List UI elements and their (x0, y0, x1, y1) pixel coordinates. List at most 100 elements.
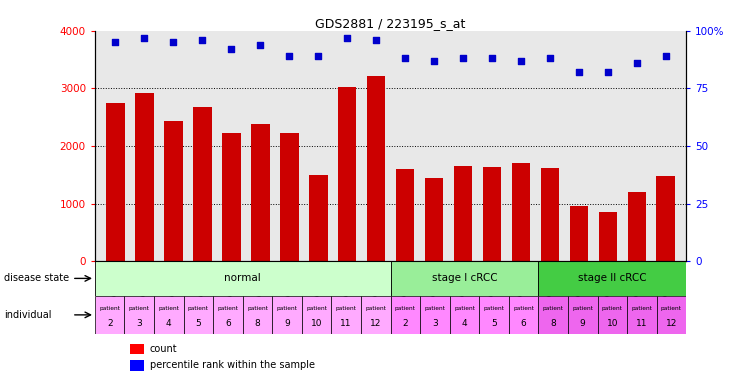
Text: patient: patient (277, 306, 298, 311)
Bar (95, 261, 391, 296)
Bar (483, 167, 502, 261)
Text: disease state: disease state (4, 273, 69, 283)
Bar (338, 86, 356, 261)
Bar (222, 132, 241, 261)
Bar (131, 344, 144, 354)
Bar (391, 296, 420, 334)
Text: patient: patient (513, 306, 534, 311)
Bar (540, 168, 559, 261)
Point (283, 53, 295, 59)
Text: 11: 11 (636, 319, 648, 328)
Text: patient: patient (336, 306, 357, 311)
Bar (569, 207, 588, 261)
Point (515, 58, 527, 64)
Text: 6: 6 (520, 319, 526, 328)
Point (486, 55, 498, 61)
Text: stage II cRCC: stage II cRCC (578, 273, 647, 283)
Bar (450, 296, 479, 334)
Bar (154, 296, 184, 334)
Text: patient: patient (454, 306, 475, 311)
Point (110, 39, 121, 45)
Text: patient: patient (572, 306, 593, 311)
Text: 2: 2 (402, 319, 408, 328)
Text: patient: patient (602, 306, 623, 311)
Text: 2: 2 (107, 319, 112, 328)
Point (399, 55, 411, 61)
Text: 12: 12 (666, 319, 677, 328)
Bar (184, 296, 213, 334)
Point (226, 46, 237, 52)
Bar (124, 296, 154, 334)
Text: 8: 8 (550, 319, 556, 328)
Bar (391, 261, 539, 296)
Text: patient: patient (424, 306, 445, 311)
Text: patient: patient (365, 306, 386, 311)
Bar (280, 133, 299, 261)
Point (573, 69, 585, 75)
Bar (509, 296, 539, 334)
Bar (479, 296, 509, 334)
Bar (656, 177, 675, 261)
Point (312, 53, 324, 59)
Text: 6: 6 (225, 319, 231, 328)
Title: GDS2881 / 223195_s_at: GDS2881 / 223195_s_at (315, 17, 466, 30)
Text: 4: 4 (461, 319, 467, 328)
Text: 9: 9 (284, 319, 290, 328)
Text: 11: 11 (340, 319, 352, 328)
Point (602, 69, 614, 75)
Point (660, 53, 672, 59)
Text: patient: patient (188, 306, 209, 311)
Bar (361, 296, 391, 334)
Text: normal: normal (224, 273, 261, 283)
Bar (242, 296, 272, 334)
Text: patient: patient (542, 306, 564, 311)
Point (429, 58, 440, 64)
Bar (628, 192, 646, 261)
Text: stage I cRCC: stage I cRCC (431, 273, 497, 283)
Bar (131, 360, 144, 371)
Text: 10: 10 (607, 319, 618, 328)
Bar (331, 296, 361, 334)
Bar (597, 296, 627, 334)
Bar (135, 93, 153, 261)
Text: 5: 5 (196, 319, 201, 328)
Point (631, 60, 642, 66)
Text: patient: patient (631, 306, 653, 311)
Text: patient: patient (247, 306, 268, 311)
Point (457, 55, 469, 61)
Bar (272, 296, 301, 334)
Bar (213, 296, 242, 334)
Bar (193, 107, 212, 261)
Text: 4: 4 (166, 319, 172, 328)
Text: patient: patient (483, 306, 504, 311)
Bar (627, 296, 657, 334)
Point (544, 55, 556, 61)
Point (370, 37, 382, 43)
Text: 8: 8 (255, 319, 261, 328)
Text: 3: 3 (432, 319, 438, 328)
Bar (366, 76, 385, 261)
Text: patient: patient (158, 306, 180, 311)
Bar (396, 169, 415, 261)
Bar (106, 103, 125, 261)
Text: patient: patient (99, 306, 120, 311)
Bar (568, 296, 597, 334)
Text: count: count (150, 344, 177, 354)
Bar (420, 296, 450, 334)
Point (254, 41, 266, 48)
Text: 12: 12 (370, 319, 382, 328)
Bar (599, 212, 618, 261)
Text: 10: 10 (311, 319, 323, 328)
Point (196, 37, 208, 43)
Bar (302, 296, 331, 334)
Bar (95, 296, 124, 334)
Text: patient: patient (395, 306, 416, 311)
Bar (539, 296, 568, 334)
Text: patient: patient (661, 306, 682, 311)
Text: patient: patient (128, 306, 150, 311)
Bar (164, 121, 182, 261)
Point (341, 35, 353, 41)
Bar (250, 124, 269, 261)
Point (167, 39, 179, 45)
Bar (453, 166, 472, 261)
